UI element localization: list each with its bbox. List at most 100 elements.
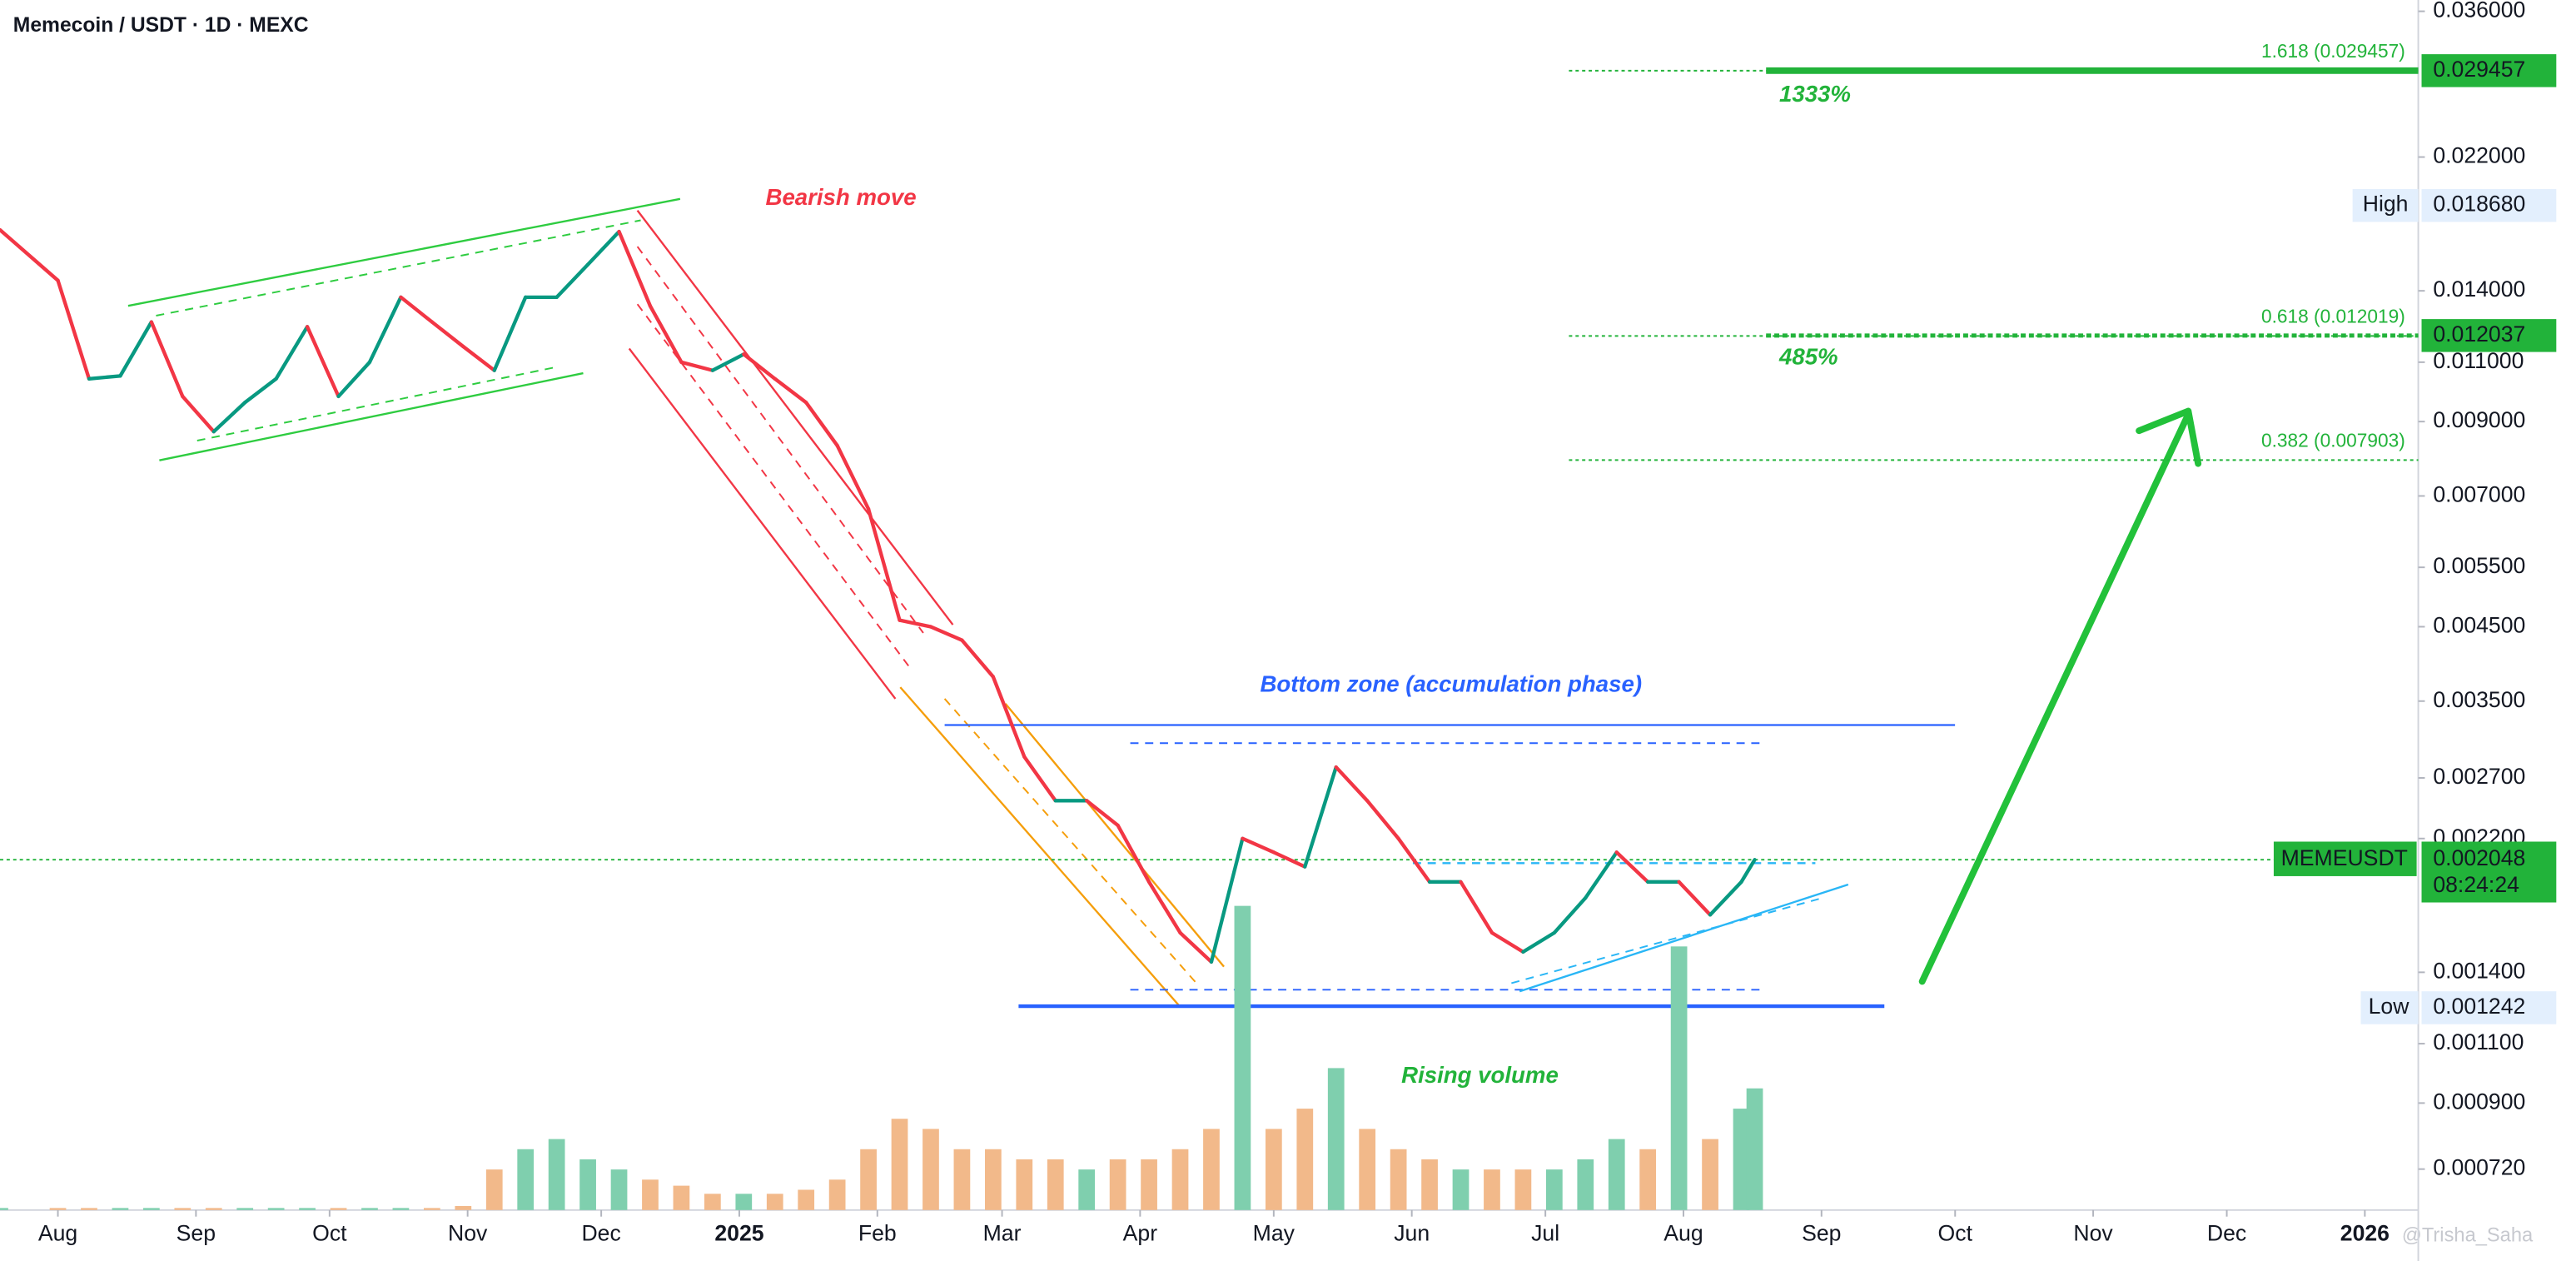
price-segment [648,304,684,365]
price-segment [1614,850,1650,885]
volume-bar [735,1194,753,1210]
x-tick-label: 2025 [714,1220,763,1245]
price-segment [960,638,996,679]
y-tick-label: 0.005500 [2433,553,2525,578]
volume-bar [81,1208,97,1210]
volume-bar [267,1208,285,1210]
volume-bar [642,1179,659,1210]
price-segment [1489,930,1525,954]
fib-label: 1.618 (0.029457) [2261,40,2405,62]
volume-bar [1359,1129,1376,1210]
volume-bar [392,1208,410,1210]
volume-bar [1639,1149,1657,1210]
x-tick-label: Aug [38,1220,77,1245]
price-segment [305,325,341,399]
price-segment [898,618,933,629]
x-tick-label: Nov [2073,1220,2113,1245]
channel-line [127,197,681,307]
x-tick-label: Sep [1802,1220,1841,1245]
price-segment [399,295,435,324]
volume-bar [361,1208,378,1210]
x-tick-label: Jul [1531,1220,1559,1245]
volume-bar [579,1159,596,1210]
y-tick-label: 0.004500 [2433,612,2525,637]
price-segment [617,229,653,308]
symbol-label: MEMEUSDT [2281,845,2408,870]
volume-bar [517,1149,535,1210]
volume-bar [1141,1159,1157,1210]
price-segment [1739,858,1757,885]
volume-bar [1608,1139,1625,1210]
low-tag-box [2360,991,2419,1024]
volume-bar [299,1208,316,1210]
price-segment [804,401,839,448]
price-segment [710,352,746,372]
price-segment [1552,895,1588,935]
price-segment [1116,823,1151,885]
volume-bar [1390,1149,1407,1210]
last-price-box [2421,841,2557,903]
volume-bar [953,1149,971,1210]
channel-line [636,209,954,626]
volume-bar [174,1208,191,1210]
watermark: @Trisha_Saha [2402,1225,2534,1247]
volume-bar [1746,1088,1763,1210]
x-tick-label: Oct [1938,1220,1973,1245]
volume-bar [1203,1129,1220,1210]
volume-bar [548,1139,565,1210]
volume-bar [1016,1159,1033,1210]
channel-dash [636,246,924,634]
volume-bar [1702,1139,1718,1210]
channel-line [628,347,897,700]
price-segment [585,229,621,267]
volume-bar [1577,1159,1594,1210]
price-segment [554,262,590,300]
y-tick-label: 0.001400 [2433,958,2525,983]
volume-bar [1234,905,1251,1210]
price-segment [742,352,777,381]
volume-bar [205,1208,222,1210]
y-tick-label: 0.009000 [2433,407,2525,432]
volume-bar [673,1185,690,1210]
price-segment [1085,799,1120,828]
channel-dash [196,366,559,441]
low-tag: Low [2369,994,2410,1019]
volume-bar [1484,1169,1500,1210]
price-segment [149,320,185,399]
x-tick-label: Oct [312,1220,347,1245]
volume-bar [49,1208,67,1210]
price-segment [0,227,60,282]
price-segment [274,325,310,381]
volume-bar [1047,1159,1064,1210]
volume-bar [0,1208,8,1210]
volume-bar [766,1194,783,1210]
volume-bar [455,1205,472,1210]
volume-bar [1421,1159,1438,1210]
x-tick-label: Aug [1663,1220,1703,1245]
volume-bar [1545,1169,1563,1210]
x-tick-label: Dec [581,1220,620,1245]
symbol-box [2273,841,2417,876]
volume-bar [798,1189,815,1210]
price-segment [367,295,403,365]
volume-bar [610,1169,628,1210]
y-tick-label: 0.002700 [2433,764,2525,789]
x-tick-label: Jun [1394,1220,1430,1245]
price-segment [928,625,964,642]
fib-label: 0.382 (0.007903) [2261,430,2405,451]
price-segment [773,376,808,405]
volume-bar [143,1208,160,1210]
y-tick-label: 0.000900 [2433,1089,2525,1114]
price-segment [118,320,154,378]
chart-title: Memecoin / USDT · 1D · MEXC [13,14,309,37]
x-tick-label: Feb [858,1220,897,1245]
volume-bar [1670,946,1688,1210]
x-tick-label: Apr [1123,1220,1158,1245]
price-segment [1146,880,1182,935]
x-tick-label: Mar [983,1220,1022,1245]
high-box [2421,188,2557,222]
volume-bar [704,1194,721,1210]
high-tag: High [2363,192,2409,217]
last-price: 0.002048 [2433,845,2525,870]
